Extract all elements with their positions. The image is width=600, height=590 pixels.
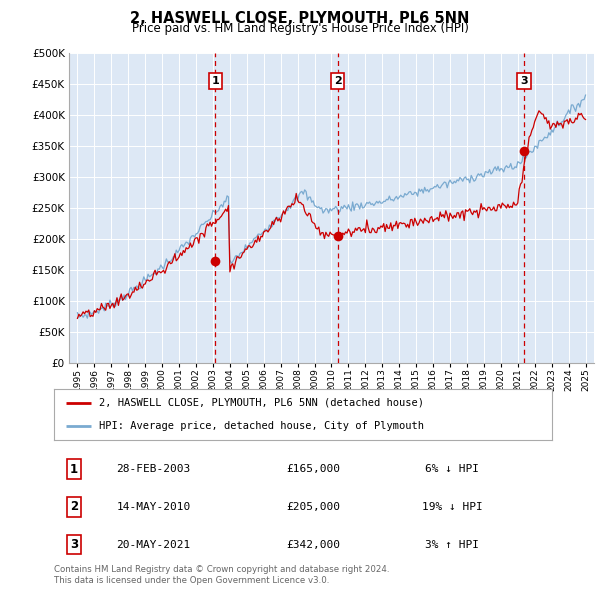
- Text: 2, HASWELL CLOSE, PLYMOUTH, PL6 5NN: 2, HASWELL CLOSE, PLYMOUTH, PL6 5NN: [130, 11, 470, 25]
- Text: Contains HM Land Registry data © Crown copyright and database right 2024.
This d: Contains HM Land Registry data © Crown c…: [54, 565, 389, 585]
- Text: 2, HASWELL CLOSE, PLYMOUTH, PL6 5NN (detached house): 2, HASWELL CLOSE, PLYMOUTH, PL6 5NN (det…: [99, 398, 424, 408]
- Text: 6% ↓ HPI: 6% ↓ HPI: [425, 464, 479, 474]
- Text: 3: 3: [70, 538, 78, 551]
- Text: Price paid vs. HM Land Registry's House Price Index (HPI): Price paid vs. HM Land Registry's House …: [131, 22, 469, 35]
- Text: 3: 3: [520, 76, 528, 86]
- Text: 28-FEB-2003: 28-FEB-2003: [116, 464, 191, 474]
- Text: 20-MAY-2021: 20-MAY-2021: [116, 540, 191, 549]
- Text: 2: 2: [334, 76, 341, 86]
- Text: 19% ↓ HPI: 19% ↓ HPI: [422, 502, 483, 512]
- Text: 1: 1: [212, 76, 220, 86]
- Text: 2: 2: [70, 500, 78, 513]
- Text: £342,000: £342,000: [286, 540, 340, 549]
- Text: 14-MAY-2010: 14-MAY-2010: [116, 502, 191, 512]
- Text: 3% ↑ HPI: 3% ↑ HPI: [425, 540, 479, 549]
- Text: £205,000: £205,000: [286, 502, 340, 512]
- Text: 1: 1: [70, 463, 78, 476]
- Text: HPI: Average price, detached house, City of Plymouth: HPI: Average price, detached house, City…: [99, 421, 424, 431]
- Text: £165,000: £165,000: [286, 464, 340, 474]
